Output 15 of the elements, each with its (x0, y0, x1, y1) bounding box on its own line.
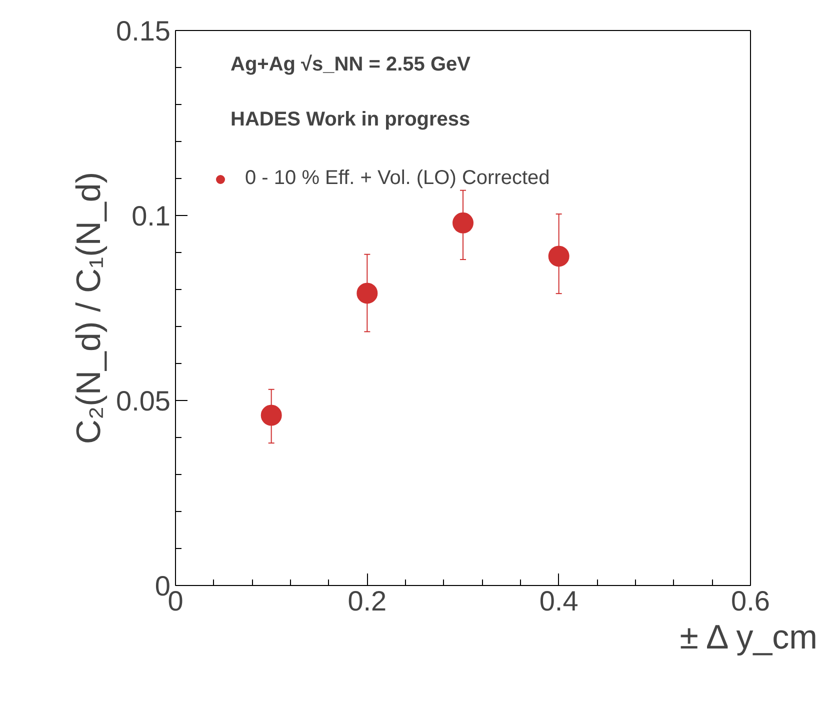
point (260, 404, 282, 426)
y-tick-label: 0.05 (116, 386, 171, 416)
legend-label: 0 - 10 % Eff. + Vol. (LO) Corrected (245, 167, 550, 190)
x-tick-label: 0.6 (731, 586, 770, 616)
annotation: HADES Work in progress (230, 108, 470, 130)
x-tick-label: 0.4 (539, 586, 578, 616)
y-tick-label: 0.1 (132, 200, 171, 232)
y-axis-title: C₂(N_d) / C₁(N_d) (70, 172, 108, 444)
annotation: Ag+Ag √s_NN = 2.55 GeV (230, 54, 472, 76)
point (356, 282, 378, 304)
x-axis-title: ± Δ y_cm (680, 618, 818, 656)
point (548, 246, 570, 267)
x-tick-label: 0.2 (348, 586, 387, 616)
y-tick-label: 0.15 (116, 16, 171, 46)
point (452, 212, 474, 234)
